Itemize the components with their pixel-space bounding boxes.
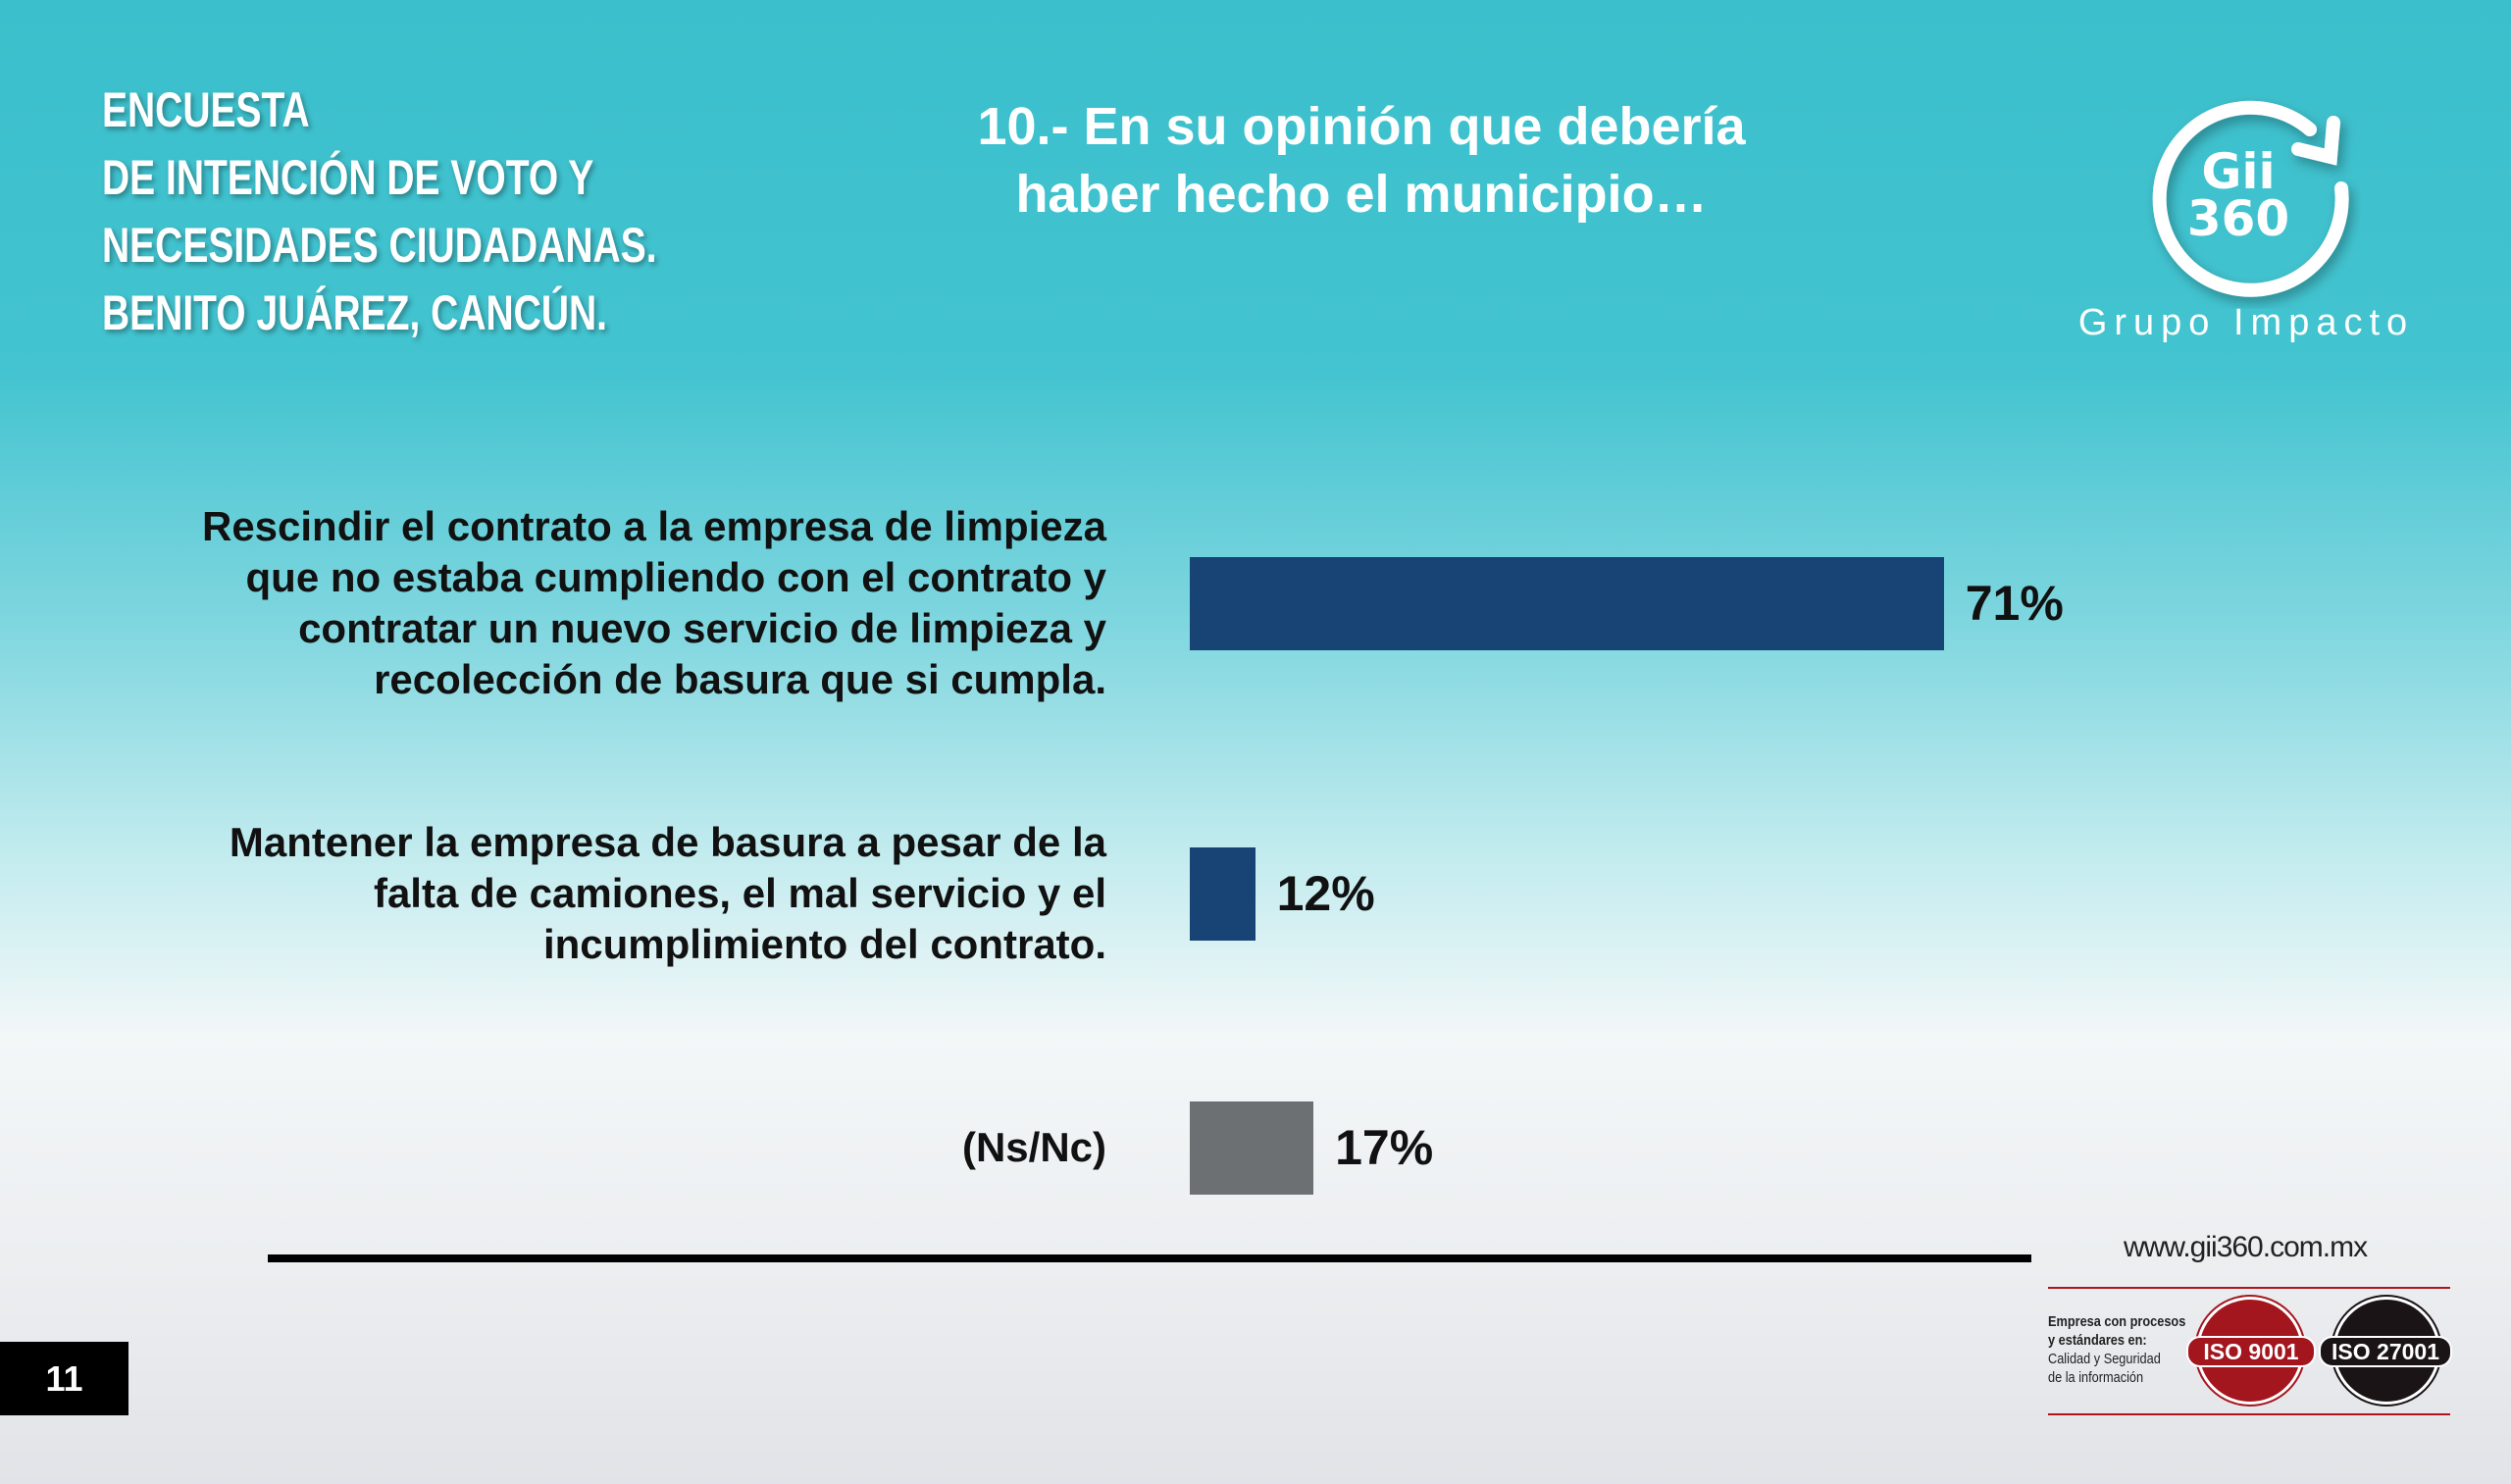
category-label: Rescindir el contrato a la empresa de li… xyxy=(202,501,1106,705)
divider xyxy=(2048,1413,2450,1415)
gii360-logo-icon: Gii 360 xyxy=(2152,100,2349,297)
category-label-line: que no estaba cumpliendo con el contrato… xyxy=(245,554,1106,600)
title-line: haber hecho el municipio… xyxy=(1015,165,1708,224)
category-label-line: Mantener la empresa de basura a pesar de… xyxy=(229,819,1106,865)
header-line: BENITO JUÁREZ, CANCÚN. xyxy=(102,285,607,340)
category-label-line: incumplimiento del contrato. xyxy=(542,921,1106,967)
value-label: 12% xyxy=(1276,866,1375,921)
category-label-line: recolección de basura que si cumpla. xyxy=(374,656,1106,702)
question-title: 10.- En su opinión que debería haber hec… xyxy=(883,93,1840,229)
value-label: 71% xyxy=(1965,576,2064,631)
category-label-line: falta de camiones, el mal servicio y el xyxy=(373,870,1106,916)
header-line: NECESIDADES CIUDADANAS. xyxy=(102,218,657,273)
svg-text:Gii: Gii xyxy=(2201,143,2275,200)
header-line: ENCUESTA xyxy=(102,82,310,137)
iso-text-line: Empresa con procesos xyxy=(2048,1313,2186,1330)
iso-27001-label: ISO 27001 xyxy=(2319,1336,2452,1367)
logo-name: Grupo Impacto xyxy=(2077,302,2415,343)
value-label: 17% xyxy=(1335,1120,1434,1175)
category-label: Mantener la empresa de basura a pesar de… xyxy=(230,817,1106,970)
category-label-line: contratar un nuevo servicio de limpieza … xyxy=(298,605,1106,651)
website-link[interactable]: www.gii360.com.mx xyxy=(2124,1231,2368,1263)
axis-baseline xyxy=(268,1254,2031,1262)
iso-description: Empresa con procesos y estándares en: Ca… xyxy=(2048,1312,2185,1387)
title-line: 10.- En su opinión que debería xyxy=(977,97,1746,156)
iso-text-line: Calidad y Seguridad xyxy=(2048,1351,2161,1367)
survey-header: ENCUESTA DE INTENCIÓN DE VOTO Y NECESIDA… xyxy=(102,77,657,347)
iso-text-line: y estándares en: xyxy=(2048,1332,2147,1349)
iso-9001-label: ISO 9001 xyxy=(2186,1336,2316,1367)
divider xyxy=(2048,1287,2450,1289)
svg-text:360: 360 xyxy=(2187,190,2289,247)
iso-text-line: de la información xyxy=(2048,1369,2144,1386)
bar xyxy=(1190,847,1256,941)
bar xyxy=(1190,1101,1314,1195)
category-label-line: (Ns/Nc) xyxy=(961,1124,1106,1170)
header-line: DE INTENCIÓN DE VOTO Y xyxy=(102,150,594,205)
category-label: (Ns/Nc) xyxy=(962,1122,1106,1173)
page-number: 11 xyxy=(0,1342,128,1415)
bar xyxy=(1190,557,1944,650)
category-label-line: Rescindir el contrato a la empresa de li… xyxy=(201,503,1106,549)
